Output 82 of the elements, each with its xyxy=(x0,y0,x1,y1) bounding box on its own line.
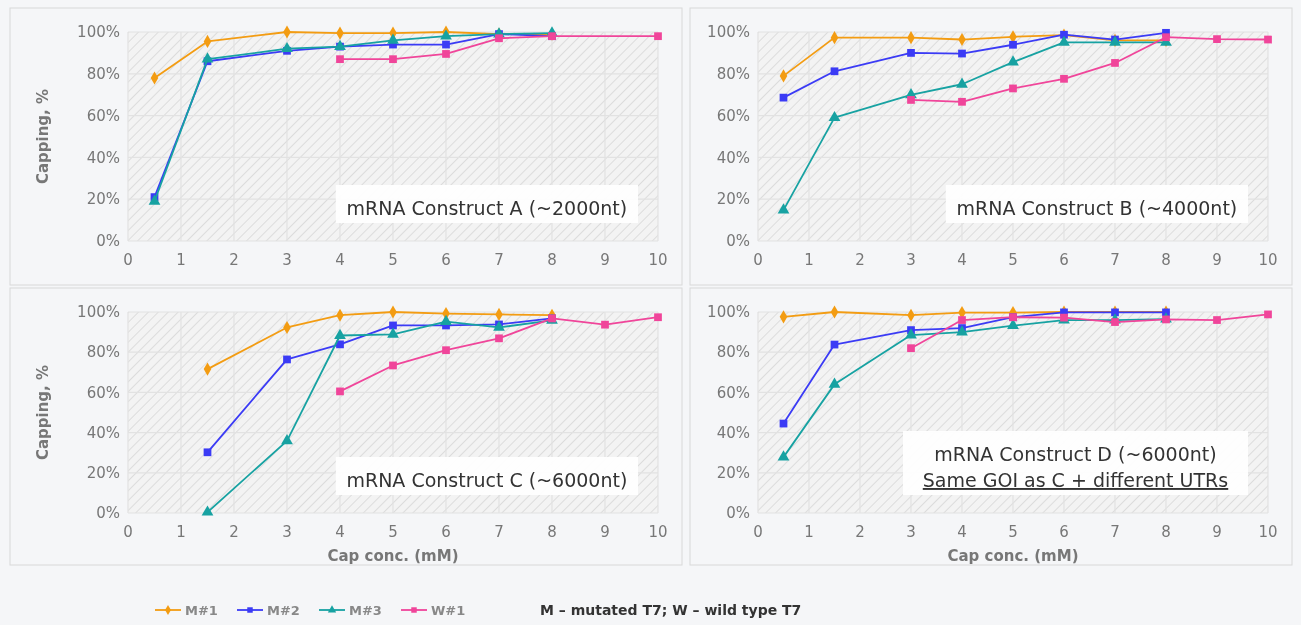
x-tick-label: 3 xyxy=(906,523,916,541)
x-tick-label: 2 xyxy=(229,251,239,269)
y-tick-label: 60% xyxy=(86,106,120,125)
x-tick-label: 0 xyxy=(753,523,763,541)
y-tick-label: 20% xyxy=(86,464,120,483)
y-tick-label: 60% xyxy=(716,106,750,125)
x-tick-label: 8 xyxy=(547,251,557,269)
x-tick-label: 2 xyxy=(855,251,865,269)
y-tick-label: 40% xyxy=(716,148,750,167)
annotation: Same GOI as C + different UTRs xyxy=(922,469,1229,491)
annotation: mRNA Construct B (~4000nt) xyxy=(956,197,1238,219)
x-tick-label: 5 xyxy=(1008,523,1018,541)
x-tick-label: 4 xyxy=(335,523,345,541)
x-tick-label: 8 xyxy=(1161,251,1171,269)
y-tick-label: 80% xyxy=(716,343,750,362)
x-tick-label: 10 xyxy=(648,251,668,269)
x-tick-label: 0 xyxy=(123,523,133,541)
x-tick-label: 5 xyxy=(388,251,398,269)
y-tick-label: 40% xyxy=(716,423,750,442)
y-axis-title: Capping, % xyxy=(34,88,52,185)
y-tick-label: 20% xyxy=(716,464,750,483)
x-tick-label: 8 xyxy=(1161,523,1171,541)
annotation: mRNA Construct C (~6000nt) xyxy=(346,469,628,491)
legend-label: M#3 xyxy=(349,603,382,618)
y-tick-label: 20% xyxy=(86,190,120,209)
x-tick-label: 4 xyxy=(957,523,967,541)
x-tick-label: 10 xyxy=(1258,523,1278,541)
x-tick-label: 2 xyxy=(855,523,865,541)
y-tick-label: 20% xyxy=(716,190,750,209)
x-axis-title: Cap conc. (mM) xyxy=(327,547,459,565)
annotation: mRNA Construct A (~2000nt) xyxy=(346,197,628,219)
x-tick-label: 7 xyxy=(1110,251,1120,269)
y-tick-label: 40% xyxy=(86,423,120,442)
x-tick-label: 6 xyxy=(1059,251,1069,269)
annotation: mRNA Construct D (~6000nt) xyxy=(934,443,1217,465)
x-tick-label: 7 xyxy=(1110,523,1120,541)
x-tick-label: 1 xyxy=(804,251,814,269)
y-tick-label: 0% xyxy=(96,232,120,251)
y-tick-label: 80% xyxy=(716,65,750,84)
x-tick-label: 1 xyxy=(804,523,814,541)
y-tick-label: 80% xyxy=(86,343,120,362)
x-tick-label: 5 xyxy=(1008,251,1018,269)
text: M – mutated T7; W – wild type T7 xyxy=(540,602,802,618)
x-tick-label: 3 xyxy=(282,523,292,541)
x-tick-label: 10 xyxy=(648,523,668,541)
x-tick-label: 3 xyxy=(282,251,292,269)
y-tick-label: 60% xyxy=(86,383,120,402)
x-tick-label: 9 xyxy=(600,251,610,269)
y-tick-label: 100% xyxy=(77,23,120,42)
x-tick-label: 0 xyxy=(753,251,763,269)
y-tick-label: 80% xyxy=(86,65,120,84)
x-tick-label: 8 xyxy=(547,523,557,541)
x-tick-label: 3 xyxy=(906,251,916,269)
y-tick-label: 100% xyxy=(707,23,750,42)
x-tick-label: 4 xyxy=(957,251,967,269)
legend-label: M#1 xyxy=(185,603,218,618)
x-tick-label: 4 xyxy=(335,251,345,269)
x-tick-label: 1 xyxy=(176,251,186,269)
y-tick-label: 100% xyxy=(707,303,750,322)
x-tick-label: 9 xyxy=(600,523,610,541)
x-tick-label: 9 xyxy=(1212,251,1222,269)
x-tick-label: 10 xyxy=(1258,251,1278,269)
legend-label: M#2 xyxy=(267,603,300,618)
x-tick-label: 7 xyxy=(494,523,504,541)
y-tick-label: 60% xyxy=(716,383,750,402)
legend-label: W#1 xyxy=(431,603,466,618)
y-tick-label: 100% xyxy=(77,303,120,322)
x-tick-label: 6 xyxy=(1059,523,1069,541)
y-tick-label: 0% xyxy=(726,504,750,523)
x-tick-label: 1 xyxy=(176,523,186,541)
x-axis-title: Cap conc. (mM) xyxy=(947,547,1079,565)
x-tick-label: 0 xyxy=(123,251,133,269)
y-axis-title: Capping, % xyxy=(34,364,52,461)
x-tick-label: 5 xyxy=(388,523,398,541)
x-tick-label: 6 xyxy=(441,523,451,541)
x-tick-label: 6 xyxy=(441,251,451,269)
y-tick-label: 0% xyxy=(726,232,750,251)
x-tick-label: 7 xyxy=(494,251,504,269)
x-tick-label: 2 xyxy=(229,523,239,541)
y-tick-label: 0% xyxy=(96,504,120,523)
y-tick-label: 40% xyxy=(86,148,120,167)
x-tick-label: 9 xyxy=(1212,523,1222,541)
